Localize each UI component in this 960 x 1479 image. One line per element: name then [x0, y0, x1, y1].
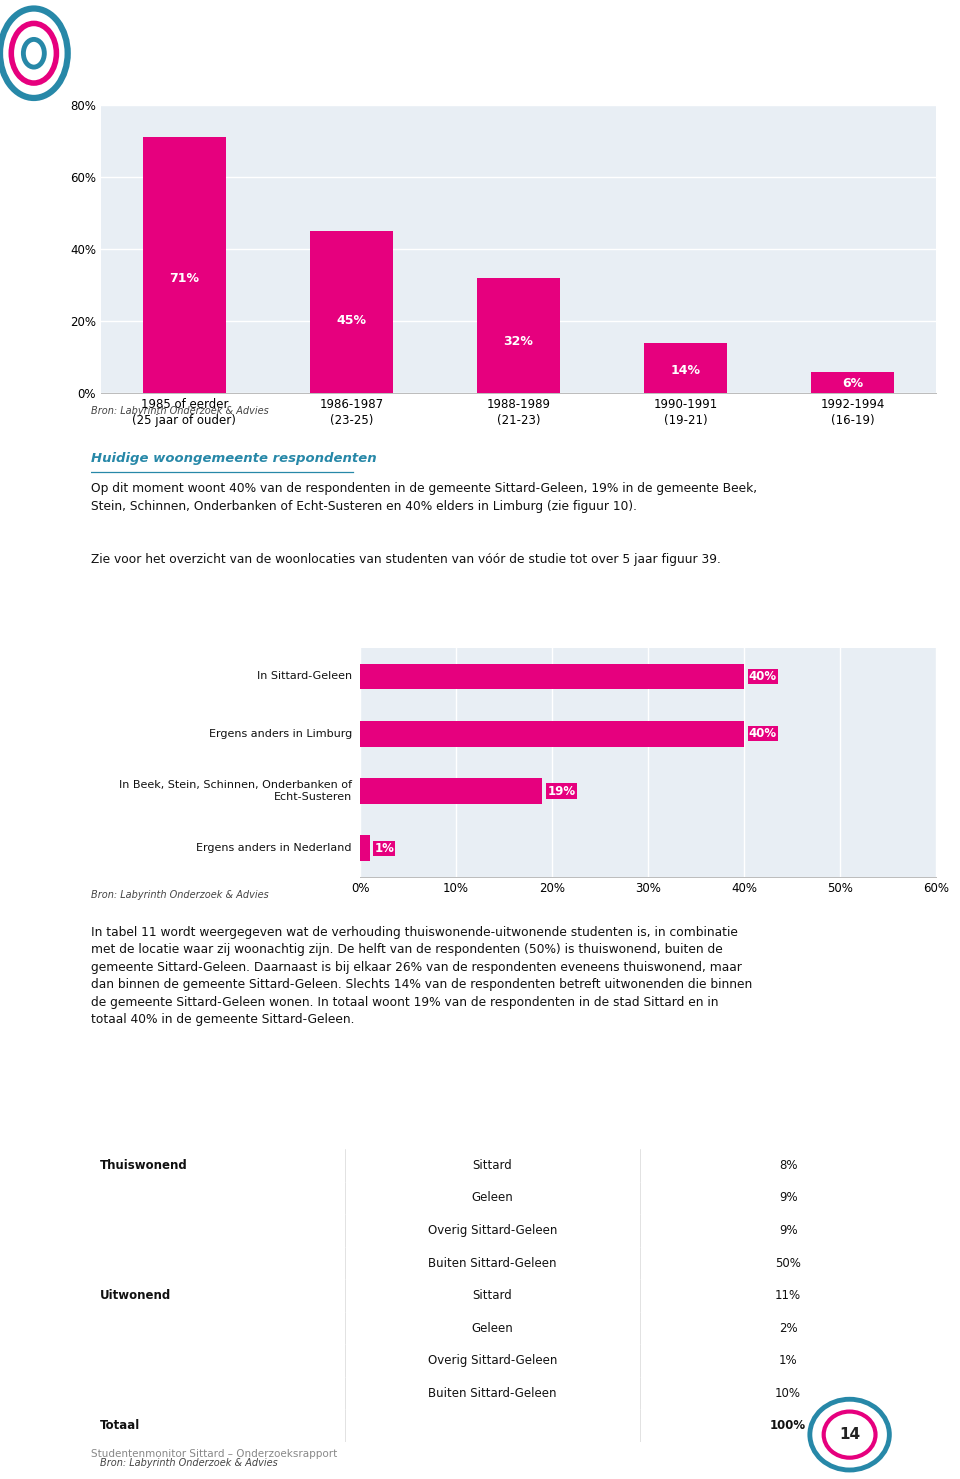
Text: 14%: 14%	[670, 364, 701, 377]
Bar	[360, 778, 542, 805]
Text: Zie voor het overzicht van de woonlocaties van studenten van vóór de studie tot : Zie voor het overzicht van de woonlocati…	[91, 553, 721, 566]
Bar	[810, 371, 895, 393]
Text: Bron: Labyrinth Onderzoek & Advies: Bron: Labyrinth Onderzoek & Advies	[91, 890, 269, 899]
Text: Buiten Sittard-Geleen: Buiten Sittard-Geleen	[428, 1257, 557, 1269]
Text: Uitwonend: Uitwonend	[100, 1290, 171, 1302]
Text: Overig Sittard-Geleen: Overig Sittard-Geleen	[428, 1355, 557, 1367]
Text: 40%: 40%	[749, 670, 777, 683]
Text: In Sittard-Geleen: In Sittard-Geleen	[257, 671, 352, 682]
Text: 100%: 100%	[770, 1420, 806, 1432]
Text: In Beek, Stein, Schinnen, Onderbanken of
Echt-Susteren: In Beek, Stein, Schinnen, Onderbanken of…	[119, 781, 352, 802]
Text: Sittard: Sittard	[472, 1160, 513, 1171]
Text: labyrinth: labyrinth	[29, 265, 41, 327]
Text: 2%: 2%	[779, 1322, 798, 1334]
Text: 9%: 9%	[779, 1225, 798, 1236]
Text: Studentenmonitor Sittard – Onderzoeksrapport: Studentenmonitor Sittard – Onderzoeksrap…	[91, 1449, 338, 1458]
Text: 14: 14	[839, 1427, 860, 1442]
Text: Tabel 11: Woonsituatie studenten – Uitgesplitst naar thuiswonend versus uitwonen: Tabel 11: Woonsituatie studenten – Uitge…	[100, 1096, 669, 1105]
Text: Buiten Sittard-Geleen: Buiten Sittard-Geleen	[428, 1387, 557, 1399]
Text: Op dit moment woont 40% van de respondenten in de gemeente Sittard-Geleen, 19% i: Op dit moment woont 40% van de responden…	[91, 482, 757, 513]
Bar	[360, 836, 370, 861]
Text: Sittard: Sittard	[472, 1290, 513, 1302]
Text: Ergens anders in Nederland: Ergens anders in Nederland	[197, 843, 352, 853]
Text: Geleen: Geleen	[471, 1322, 514, 1334]
Text: 32%: 32%	[503, 336, 534, 348]
Text: 50%: 50%	[776, 1257, 801, 1269]
Text: 6%: 6%	[842, 377, 863, 390]
Text: 71%: 71%	[169, 272, 200, 285]
Text: Woonsituatie: Woonsituatie	[100, 1127, 187, 1139]
Text: In tabel 11 wordt weergegeven wat de verhouding thuiswonende-uitwonende studente: In tabel 11 wordt weergegeven wat de ver…	[91, 926, 753, 1026]
Text: 11%: 11%	[775, 1290, 802, 1302]
Bar	[360, 720, 744, 747]
Text: Bron: Labyrinth Onderzoek & Advies: Bron: Labyrinth Onderzoek & Advies	[100, 1458, 277, 1467]
Text: Percentage: Percentage	[750, 1127, 827, 1139]
Text: 10%: 10%	[775, 1387, 802, 1399]
Text: onderzoek & advies: onderzoek & advies	[30, 913, 40, 1010]
Text: 8%: 8%	[779, 1160, 798, 1171]
Text: 40%: 40%	[749, 728, 777, 741]
Text: 9%: 9%	[779, 1192, 798, 1204]
Bar	[142, 138, 227, 393]
Bar	[309, 231, 394, 393]
Text: 1%: 1%	[374, 842, 395, 855]
Text: Overig Sittard-Geleen: Overig Sittard-Geleen	[428, 1225, 557, 1236]
Bar	[644, 343, 728, 393]
Text: Bron: Labyrinth Onderzoek & Advies: Bron: Labyrinth Onderzoek & Advies	[91, 407, 269, 416]
Text: 45%: 45%	[336, 314, 367, 327]
Text: Totaal: Totaal	[100, 1420, 140, 1432]
Text: Ergens anders in Limburg: Ergens anders in Limburg	[208, 729, 352, 740]
Text: Locatie: Locatie	[468, 1127, 516, 1139]
Text: 1%: 1%	[779, 1355, 798, 1367]
Text: Huidige woongemeente respondenten: Huidige woongemeente respondenten	[91, 453, 377, 464]
Text: Thuiswonend: Thuiswonend	[100, 1160, 187, 1171]
Text: Figuur 10: Huidige woongemeente respondenten  (n = 326): Figuur 10: Huidige woongemeente responde…	[102, 618, 496, 630]
Bar	[477, 278, 561, 393]
Bar	[360, 664, 744, 689]
Text: 19%: 19%	[547, 784, 575, 797]
Text: Figuur 9: Percentage uitwonende studenten – Uitgesplitst naar leeftijdsgroep (ge: Figuur 9: Percentage uitwonende studente…	[102, 58, 669, 80]
Text: Geleen: Geleen	[471, 1192, 514, 1204]
